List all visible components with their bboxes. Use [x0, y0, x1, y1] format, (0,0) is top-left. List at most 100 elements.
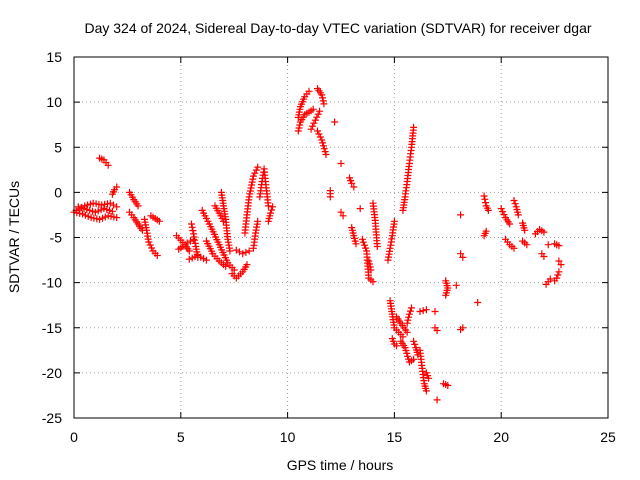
- data-point: [511, 200, 519, 208]
- data-point: [251, 169, 259, 177]
- data-point: [514, 211, 522, 219]
- data-point: [348, 179, 356, 187]
- x-tick-label: 15: [387, 429, 403, 445]
- data-point: [350, 183, 358, 191]
- data-point: [411, 340, 419, 348]
- data-point: [356, 205, 364, 213]
- x-tick-label: 25: [600, 429, 616, 445]
- data-point: [410, 123, 418, 131]
- data-point: [404, 316, 412, 324]
- data-point: [245, 247, 253, 255]
- y-tick-label: 5: [54, 139, 62, 155]
- data-point: [510, 244, 518, 252]
- data-point: [557, 261, 565, 269]
- data-point: [313, 113, 321, 121]
- data-point: [254, 163, 262, 171]
- data-point: [268, 206, 276, 214]
- data-point: [314, 127, 321, 135]
- y-axis-label: SDTVAR / TECUs: [6, 181, 22, 293]
- data-point: [506, 220, 514, 228]
- data-point: [185, 247, 193, 255]
- data-point: [546, 275, 554, 283]
- data-point: [410, 337, 418, 345]
- data-point: [222, 262, 230, 270]
- data-point: [315, 130, 323, 138]
- data-point: [254, 217, 262, 225]
- data-point: [311, 116, 319, 124]
- data-point: [481, 195, 489, 203]
- data-point: [410, 355, 418, 363]
- data-point: [444, 382, 452, 389]
- data-point: [482, 227, 490, 235]
- data-point: [474, 299, 482, 306]
- data-point: [405, 313, 413, 321]
- data-point: [433, 327, 441, 334]
- chart-title: Day 324 of 2024, Sidereal Day-to-day VTE…: [84, 20, 591, 36]
- data-point: [339, 212, 347, 220]
- data-point: [269, 203, 277, 211]
- data-point: [425, 374, 433, 382]
- data-point: [134, 202, 142, 210]
- y-tick-label: -15: [42, 320, 62, 336]
- data-point: [482, 199, 489, 207]
- data-point: [230, 266, 238, 274]
- data-point: [442, 291, 450, 299]
- data-point: [252, 166, 260, 174]
- data-point: [510, 197, 518, 204]
- data-point: [523, 241, 531, 249]
- data-point: [457, 250, 465, 258]
- data-point: [457, 211, 465, 219]
- data-point: [544, 241, 552, 249]
- data-point: [408, 304, 415, 312]
- data-points: [70, 85, 565, 404]
- axis-ticks: [73, 56, 609, 419]
- data-point: [540, 253, 548, 260]
- data-point: [316, 133, 324, 141]
- y-tick-label: -10: [42, 275, 62, 291]
- data-point: [452, 281, 460, 289]
- data-point: [459, 253, 467, 261]
- data-point: [555, 242, 563, 250]
- data-point: [366, 263, 374, 271]
- data-point: [422, 387, 430, 395]
- data-point: [459, 324, 467, 332]
- data-point: [318, 91, 326, 99]
- y-tick-label: -20: [42, 365, 62, 381]
- data-point: [337, 160, 345, 167]
- data-point: [553, 274, 561, 282]
- data-point: [403, 328, 411, 336]
- data-point: [521, 226, 529, 234]
- data-point: [310, 119, 318, 127]
- data-point: [153, 252, 161, 259]
- data-point: [390, 217, 398, 225]
- data-point: [226, 247, 234, 255]
- data-point: [242, 248, 250, 256]
- data-point: [359, 238, 367, 246]
- data-point: [188, 223, 196, 231]
- y-tick-label: -5: [50, 230, 63, 246]
- x-tick-label: 5: [177, 429, 185, 445]
- data-point: [249, 172, 257, 180]
- data-point: [148, 244, 156, 252]
- y-tick-label: -25: [42, 410, 62, 426]
- data-point: [337, 208, 345, 216]
- data-point: [322, 151, 330, 158]
- data-point: [309, 122, 316, 130]
- data-point: [419, 307, 427, 315]
- data-point: [555, 257, 563, 265]
- data-point: [305, 87, 313, 95]
- x-tick-label: 0: [70, 429, 78, 445]
- data-point: [319, 94, 326, 102]
- data-point: [480, 192, 488, 200]
- data-point: [365, 257, 373, 265]
- data-point: [146, 241, 154, 249]
- data-point: [295, 124, 303, 132]
- data-point: [500, 211, 508, 219]
- data-point: [331, 118, 339, 126]
- data-point: [145, 238, 153, 246]
- y-tick-labels: -25 -20 -15 -10 -5 0 5 10 15: [42, 49, 62, 426]
- data-point: [373, 243, 381, 250]
- data-point: [484, 206, 492, 214]
- data-point: [554, 271, 562, 279]
